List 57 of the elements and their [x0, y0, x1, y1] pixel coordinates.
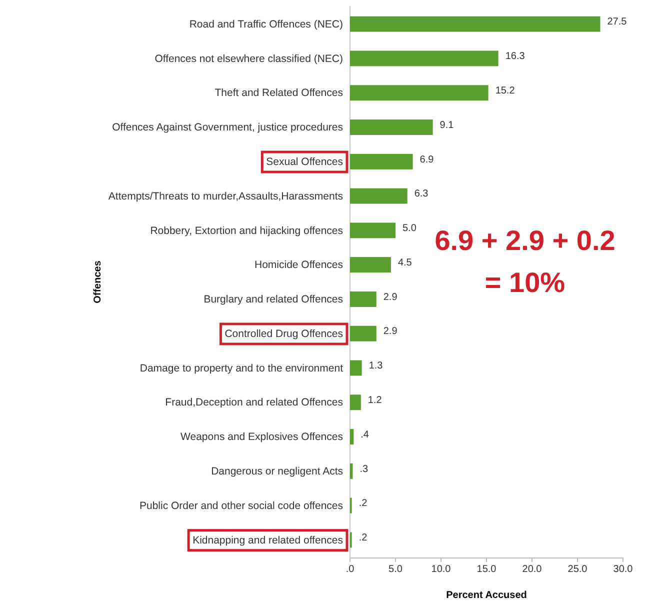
annotation: 6.9 + 2.9 + 0.2 — [434, 225, 616, 256]
bar — [350, 326, 376, 342]
y-tick-label: Dangerous or negligent Acts — [211, 466, 343, 478]
bar — [350, 394, 361, 410]
data-label: 15.2 — [495, 85, 516, 96]
data-label: 2.9 — [383, 326, 398, 338]
y-tick-label: Road and Traffic Offences (NEC) — [189, 18, 343, 30]
x-tick-label: .0 — [346, 564, 355, 576]
y-tick-label: Controlled Drug Offences — [224, 328, 343, 340]
bar — [350, 16, 600, 32]
bar — [350, 291, 376, 307]
bar — [350, 257, 391, 273]
x-tick-label: 20.0 — [522, 564, 542, 576]
x-tick-label: 25.0 — [568, 564, 588, 576]
bar — [350, 463, 353, 479]
y-tick-label: Offences not elsewhere classified (NEC) — [154, 52, 343, 65]
bar — [350, 188, 408, 204]
y-tick-label: Burglary and related Offences — [204, 294, 343, 306]
data-label: .2 — [358, 498, 368, 510]
data-label: 1.2 — [368, 395, 382, 406]
data-label: .3 — [360, 464, 369, 475]
x-tick-label: 15.0 — [476, 564, 497, 576]
data-label: 6.9 — [420, 154, 434, 166]
y-tick-label: Homicide Offences — [254, 259, 343, 272]
bar — [350, 360, 362, 376]
data-label: 6.3 — [414, 188, 429, 200]
bar — [350, 222, 396, 238]
y-tick-label: Theft and Related Offences — [214, 87, 343, 100]
data-label: 2.9 — [383, 292, 398, 303]
data-label: .2 — [358, 532, 368, 544]
data-label: 1.3 — [368, 360, 384, 372]
y-tick-label: Public Order and other social code offences — [139, 500, 343, 512]
y-tick-label: Weapons and Explosives Offences — [180, 431, 343, 444]
data-label: 16.3 — [505, 51, 526, 62]
bar — [350, 154, 413, 170]
y-tick-label: Offences Against Government, justice procedures — [112, 122, 343, 134]
y-axis-title: Offences — [92, 260, 104, 304]
y-tick-label: Kidnapping and related offences — [192, 534, 343, 546]
bar — [350, 50, 498, 66]
x-tick-label: 5.0 — [388, 564, 403, 576]
data-label: .4 — [360, 429, 370, 440]
y-tick-label: Damage to property and to the environment — [140, 362, 344, 374]
bar — [350, 429, 354, 445]
data-label: 27.5 — [607, 16, 628, 28]
bar — [350, 85, 488, 101]
data-label: 9.1 — [440, 120, 454, 131]
y-tick-label: Attempts/Threats to murder,Assaults,Harassments — [108, 190, 343, 202]
data-label: 4.5 — [398, 257, 412, 268]
bar — [350, 119, 433, 135]
y-tick-label: Fraud,Deception and related Offences — [165, 396, 343, 409]
y-tick-label: Sexual Offences — [266, 156, 343, 168]
annotation: = 10% — [484, 267, 566, 298]
x-axis-title: Percent Accused — [446, 590, 527, 601]
y-tick-label: Robbery, Extortion and hijacking offences — [150, 224, 343, 237]
x-tick-label: 30.0 — [613, 564, 634, 576]
data-label: 5.0 — [402, 223, 417, 234]
x-tick-label: 10.0 — [431, 564, 452, 576]
